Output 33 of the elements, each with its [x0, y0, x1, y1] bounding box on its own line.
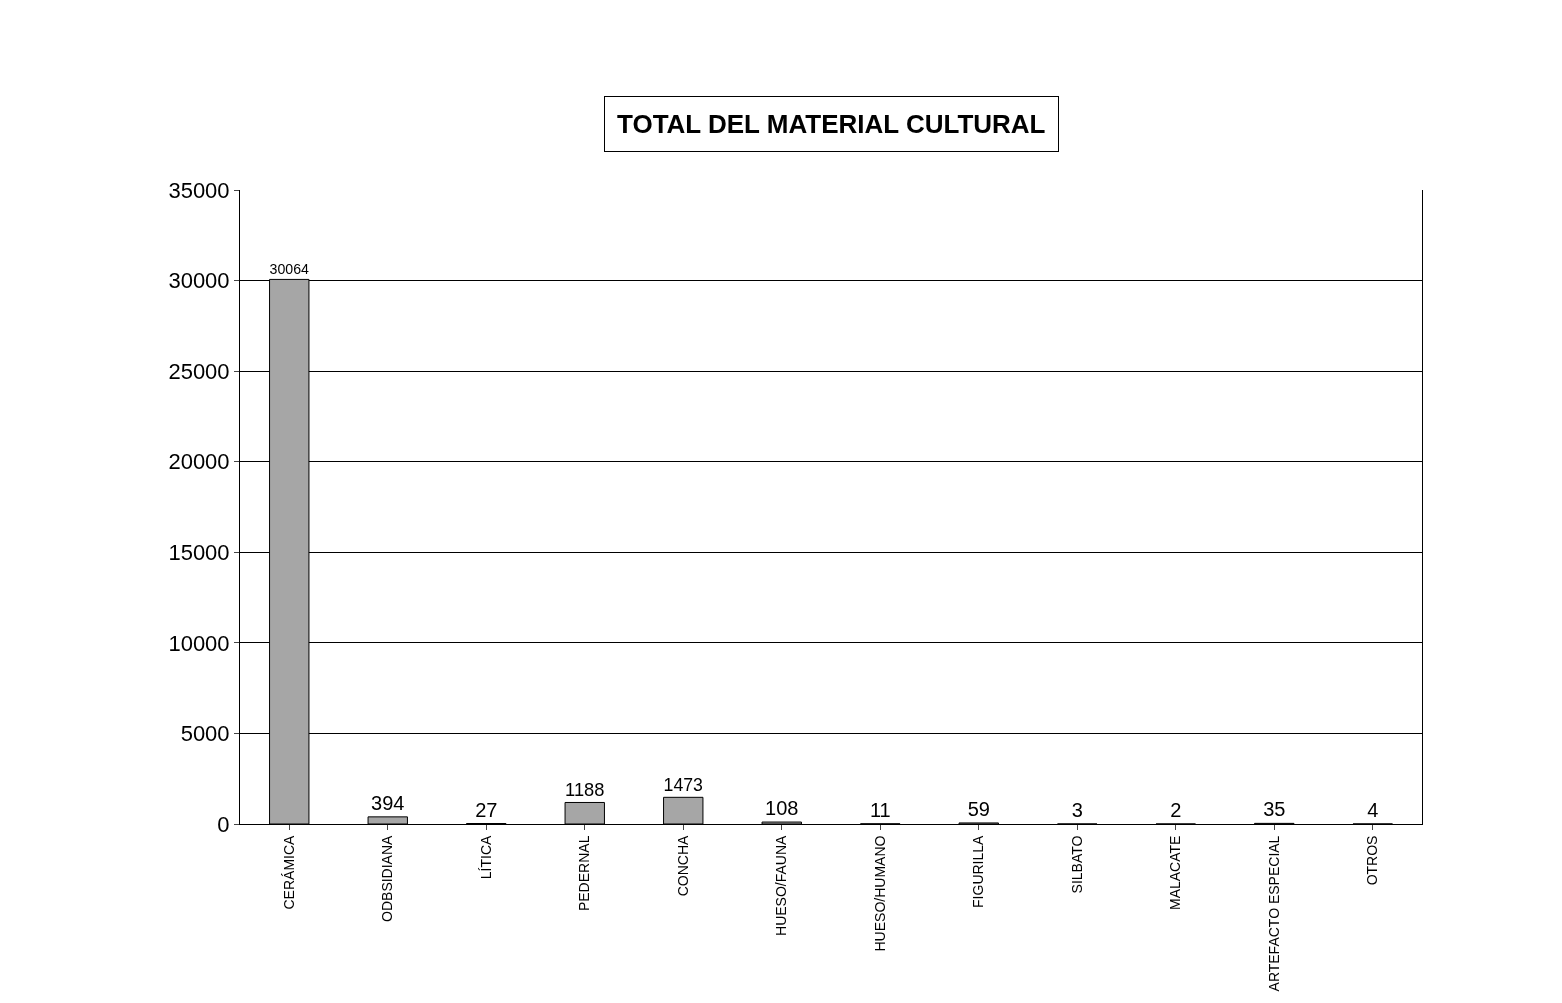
- x-tick-label: CONCHA: [674, 834, 691, 897]
- x-tick-label: OTROS: [1364, 835, 1381, 886]
- x-tick-label: PEDERNAL: [576, 835, 593, 912]
- data-label: 30064: [269, 260, 310, 277]
- y-tick-label: 0: [217, 811, 230, 837]
- x-tick-label: HUESO/HUMANO: [871, 835, 888, 952]
- y-tick-label: 25000: [168, 358, 230, 384]
- data-label: 11: [869, 798, 891, 821]
- x-tick-label: LÍTICA: [477, 834, 494, 880]
- y-tick-label: 10000: [168, 630, 230, 656]
- x-tick-label: FIGURILLA: [970, 834, 987, 908]
- data-label: 35: [1263, 798, 1286, 821]
- data-label: 1188: [565, 778, 605, 800]
- data-label: 108: [765, 797, 799, 820]
- data-label: 394: [371, 791, 405, 814]
- y-tick-label: 20000: [168, 449, 230, 475]
- x-tick-label: HUESO/FAUNA: [773, 834, 790, 936]
- y-tick-label: 35000: [168, 177, 230, 203]
- data-label: 59: [967, 797, 990, 820]
- x-tick-label: MALACATE: [1167, 835, 1184, 911]
- data-label: 4: [1367, 798, 1379, 821]
- y-tick-label: 5000: [180, 721, 230, 747]
- x-tick-label: ARTEFACTO ESPECIAL: [1265, 835, 1282, 992]
- y-tick-label: 30000: [168, 268, 230, 294]
- x-tick-label: CERÁMICA: [280, 834, 297, 910]
- chart-title: TOTAL DEL MATERIAL CULTURAL: [617, 109, 1046, 139]
- data-label: 1473: [663, 774, 704, 795]
- data-label: 3: [1071, 798, 1083, 821]
- data-label: 27: [475, 798, 498, 821]
- x-tick-label: ODBSIDIANA: [379, 834, 396, 922]
- x-tick-label: SILBATO: [1068, 835, 1085, 894]
- data-label: 2: [1170, 798, 1182, 821]
- y-tick-label: 15000: [168, 539, 230, 565]
